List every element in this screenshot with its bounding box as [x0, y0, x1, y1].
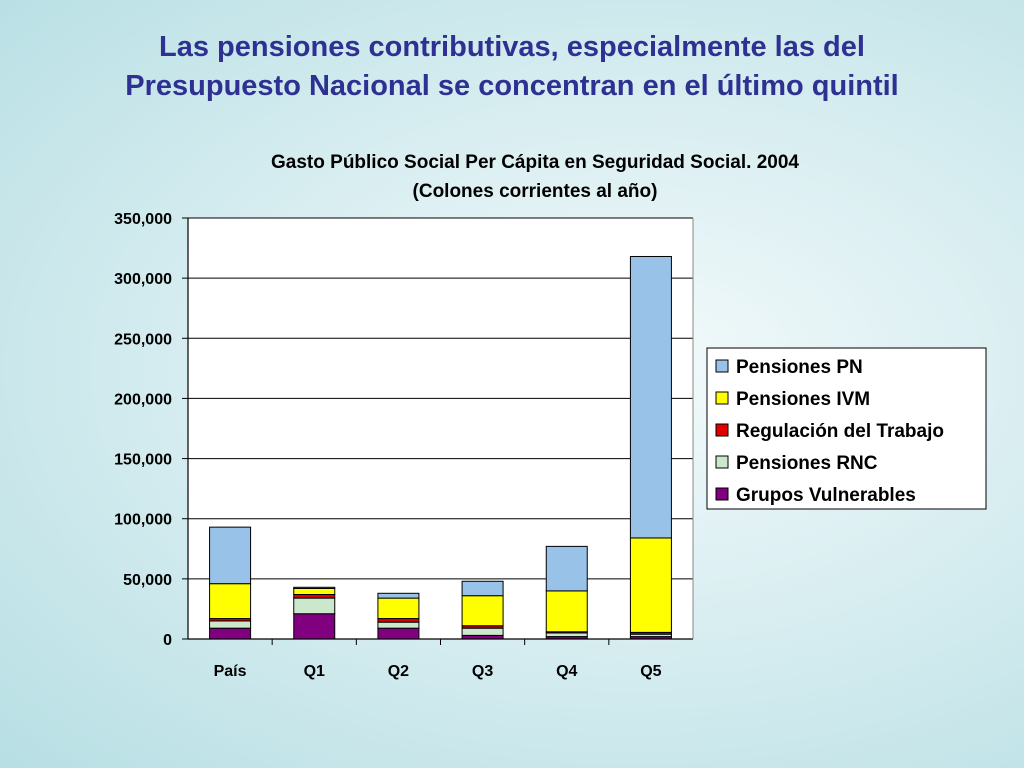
- legend-label: Pensiones PN: [736, 357, 863, 378]
- y-tick-label: 100,000: [114, 512, 172, 529]
- legend-swatch: [715, 391, 729, 405]
- bar-segment: [293, 593, 336, 599]
- y-tick-label: 0: [163, 632, 172, 649]
- bar-segment: [545, 632, 588, 638]
- x-tick-label: Q4: [556, 663, 577, 680]
- slide-title: Las pensiones contributivas, especialmen…: [0, 28, 1024, 106]
- slide-title-line-2: Presupuesto Nacional se concentran en el…: [125, 70, 899, 102]
- chart-title: Gasto Público Social Per Cápita en Segur…: [271, 152, 799, 173]
- bar-segment: [629, 255, 672, 539]
- legend-label: Pensiones IVM: [736, 389, 870, 410]
- legend-label: Grupos Vulnerables: [736, 485, 916, 506]
- legend-label: Regulación del Trabajo: [736, 421, 944, 442]
- bar-segment: [377, 621, 420, 629]
- bar-segment: [209, 526, 252, 585]
- bars: [209, 255, 672, 640]
- bar-segment: [545, 590, 588, 633]
- slide-title-line-1: Las pensiones contributivas, especialmen…: [159, 31, 865, 63]
- bar-segment: [377, 597, 420, 620]
- legend: Pensiones PN Pensiones IVM Regulación del …: [706, 347, 987, 510]
- bar-segment: [461, 595, 504, 627]
- y-tick-label: 150,000: [114, 452, 172, 469]
- chart-subtitle: (Colones corrientes al año): [413, 181, 658, 202]
- bar-segment: [293, 587, 336, 595]
- y-tick-label: 50,000: [123, 572, 172, 589]
- x-tick-label: País: [214, 663, 247, 680]
- gridlines: [188, 217, 693, 580]
- legend-swatch: [715, 359, 729, 373]
- bar-segment: [377, 592, 420, 599]
- bar-segment: [209, 620, 252, 629]
- bar-segment: [377, 618, 420, 623]
- bar-segment: [293, 586, 336, 589]
- y-tick-label: 300,000: [114, 271, 172, 288]
- y-tick-label: 250,000: [114, 331, 172, 348]
- bar-segment: [209, 583, 252, 620]
- legend-swatch: [715, 487, 729, 501]
- bar-segment: [461, 580, 504, 597]
- bar-segment: [293, 613, 336, 640]
- bar-segment: [545, 545, 588, 592]
- legend-box: [706, 347, 987, 510]
- axes: 0 50,000 100,000 150,000 200,000 250,000 300,0…: [114, 211, 694, 680]
- x-tick-label: Q1: [304, 663, 325, 680]
- bar-segment: [629, 537, 672, 633]
- y-tick-label: 350,000: [114, 211, 172, 228]
- x-tick-label: Q2: [388, 663, 409, 680]
- plot-area: [188, 218, 693, 639]
- legend-swatch: [715, 455, 729, 469]
- legend-swatch: [715, 423, 729, 437]
- bar-segment: [209, 627, 252, 640]
- bar-segment: [377, 627, 420, 640]
- x-tick-label: Q5: [640, 663, 661, 680]
- x-tick-label: Q3: [472, 663, 493, 680]
- y-tick-label: 200,000: [114, 391, 172, 408]
- bar-segment: [293, 597, 336, 615]
- legend-label: Pensiones RNC: [736, 453, 878, 474]
- bar-segment: [461, 627, 504, 636]
